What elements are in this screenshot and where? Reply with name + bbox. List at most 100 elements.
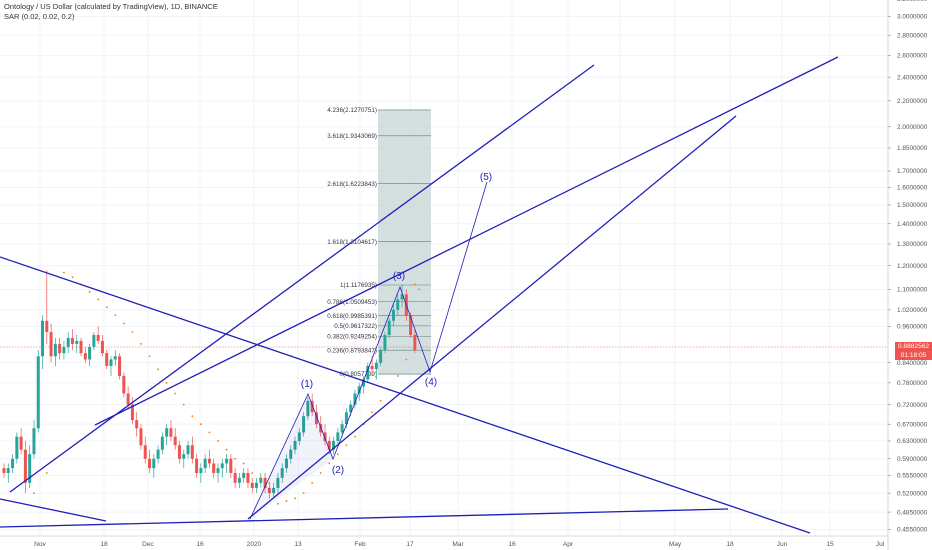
candle-body bbox=[374, 362, 378, 370]
indicator-label: SAR (0.02, 0.02, 0.2) bbox=[4, 12, 75, 21]
sar-dot bbox=[199, 423, 202, 426]
candle-body bbox=[186, 445, 190, 455]
candle-body bbox=[19, 436, 23, 450]
price-tick-label: 0.7800000 bbox=[897, 380, 928, 387]
price-tick-label: 1.0200000 bbox=[897, 307, 928, 314]
trendline-fan[interactable] bbox=[94, 56, 839, 426]
candle-body bbox=[306, 400, 310, 417]
elliott-wave-path[interactable] bbox=[249, 181, 488, 520]
candle-body bbox=[96, 335, 100, 341]
candle-body bbox=[383, 335, 387, 351]
candle-body bbox=[126, 393, 130, 405]
trendlines[interactable] bbox=[0, 56, 839, 534]
sar-dot bbox=[148, 355, 151, 358]
time-tick-label: 2020 bbox=[247, 541, 262, 548]
candle-body bbox=[113, 356, 117, 360]
chart-title: Ontology / US Dollar (calculated by Trad… bbox=[4, 2, 218, 11]
candle-body bbox=[165, 428, 169, 437]
candle-body bbox=[379, 350, 383, 363]
wave-channel-shade bbox=[250, 394, 333, 519]
fib-extension-box[interactable] bbox=[378, 110, 431, 375]
candles bbox=[2, 270, 417, 499]
candle-body bbox=[88, 346, 92, 360]
candle-body bbox=[156, 449, 160, 459]
sar-dot bbox=[114, 314, 117, 317]
price-tick-label: 0.4550000 bbox=[897, 527, 928, 534]
candle-body bbox=[130, 404, 134, 421]
candle-body bbox=[41, 320, 45, 357]
price-tick-label: 0.5200000 bbox=[897, 490, 928, 497]
sar-dot bbox=[191, 415, 194, 418]
candle-body bbox=[11, 458, 15, 469]
candle-body bbox=[276, 477, 280, 488]
sar-dot bbox=[251, 472, 254, 474]
sar-dot bbox=[88, 290, 91, 293]
sar-dot bbox=[354, 435, 356, 438]
candle-body bbox=[349, 404, 353, 413]
candle-body bbox=[152, 458, 156, 469]
candle-body bbox=[396, 299, 400, 310]
sar-dot bbox=[97, 298, 100, 301]
trendline-lower-channel[interactable] bbox=[247, 115, 737, 520]
candle-body bbox=[323, 432, 327, 441]
candle-body bbox=[139, 428, 143, 446]
price-tick-label: 1.4000000 bbox=[897, 221, 928, 228]
time-tick-label: Mar bbox=[452, 541, 464, 548]
candle-body bbox=[182, 454, 186, 459]
price-tick-label: 0.6300000 bbox=[897, 438, 928, 445]
price-tick-label: 2.2000000 bbox=[897, 98, 928, 105]
fib-level-label: 0(0.8057709) bbox=[340, 371, 377, 378]
trendline-lower-descending[interactable] bbox=[0, 498, 107, 522]
price-tick-label: 3.0000000 bbox=[897, 14, 928, 21]
candle-body bbox=[100, 340, 104, 354]
price-tick-label: 1.8500000 bbox=[897, 145, 928, 152]
sar-dot bbox=[268, 481, 271, 484]
candle-body bbox=[15, 436, 19, 459]
candle-body bbox=[284, 458, 288, 469]
candle-body bbox=[293, 440, 297, 450]
price-tick-label: 0.7200000 bbox=[897, 402, 928, 409]
price-tick-label: 0.5900000 bbox=[897, 456, 928, 463]
candle-body bbox=[79, 340, 83, 354]
price-tick-label: 0.8400000 bbox=[897, 360, 928, 367]
candle-body bbox=[250, 482, 254, 488]
candle-body bbox=[92, 335, 96, 347]
sar-dot bbox=[242, 462, 245, 465]
price-tick-label: 2.8000000 bbox=[897, 32, 928, 39]
sar-dot bbox=[45, 472, 48, 474]
candle-body bbox=[289, 449, 293, 459]
candle-body bbox=[409, 315, 413, 336]
candle-body bbox=[45, 320, 49, 333]
price-tick-label: 0.4850000 bbox=[897, 509, 928, 516]
candle-body bbox=[242, 472, 246, 478]
candle-body bbox=[370, 365, 374, 370]
candle-body bbox=[143, 445, 147, 459]
candle-body bbox=[344, 412, 348, 425]
candle-body bbox=[53, 343, 57, 357]
time-tick-label: 18 bbox=[100, 541, 108, 548]
trendline-support[interactable] bbox=[0, 508, 729, 528]
price-tick-label: 1.3000000 bbox=[897, 241, 928, 248]
candle-body bbox=[362, 379, 366, 387]
candle-body bbox=[28, 454, 32, 483]
fib-level-label: 0.618(0.9985391) bbox=[327, 313, 377, 320]
candle-body bbox=[66, 337, 70, 347]
candle-body bbox=[212, 463, 216, 473]
fib-level-label: 1(1.1176935) bbox=[340, 282, 377, 289]
candle-body bbox=[122, 375, 126, 394]
candle-body bbox=[58, 343, 62, 354]
price-axis-panel[interactable] bbox=[888, 0, 932, 536]
time-tick-label: May bbox=[669, 541, 682, 548]
sar-dot bbox=[140, 343, 142, 345]
candle-body bbox=[75, 340, 79, 344]
candle-body bbox=[70, 337, 74, 344]
sar-dot bbox=[63, 271, 65, 274]
trendline-descending[interactable] bbox=[0, 256, 811, 534]
candle-body bbox=[36, 356, 40, 429]
trendline-upper-channel[interactable] bbox=[9, 64, 595, 493]
candle-body bbox=[246, 472, 250, 483]
price-tick-label: 1.7000000 bbox=[897, 168, 928, 175]
price-tick-label: 0.6700000 bbox=[897, 421, 928, 428]
candle-body bbox=[148, 458, 152, 469]
